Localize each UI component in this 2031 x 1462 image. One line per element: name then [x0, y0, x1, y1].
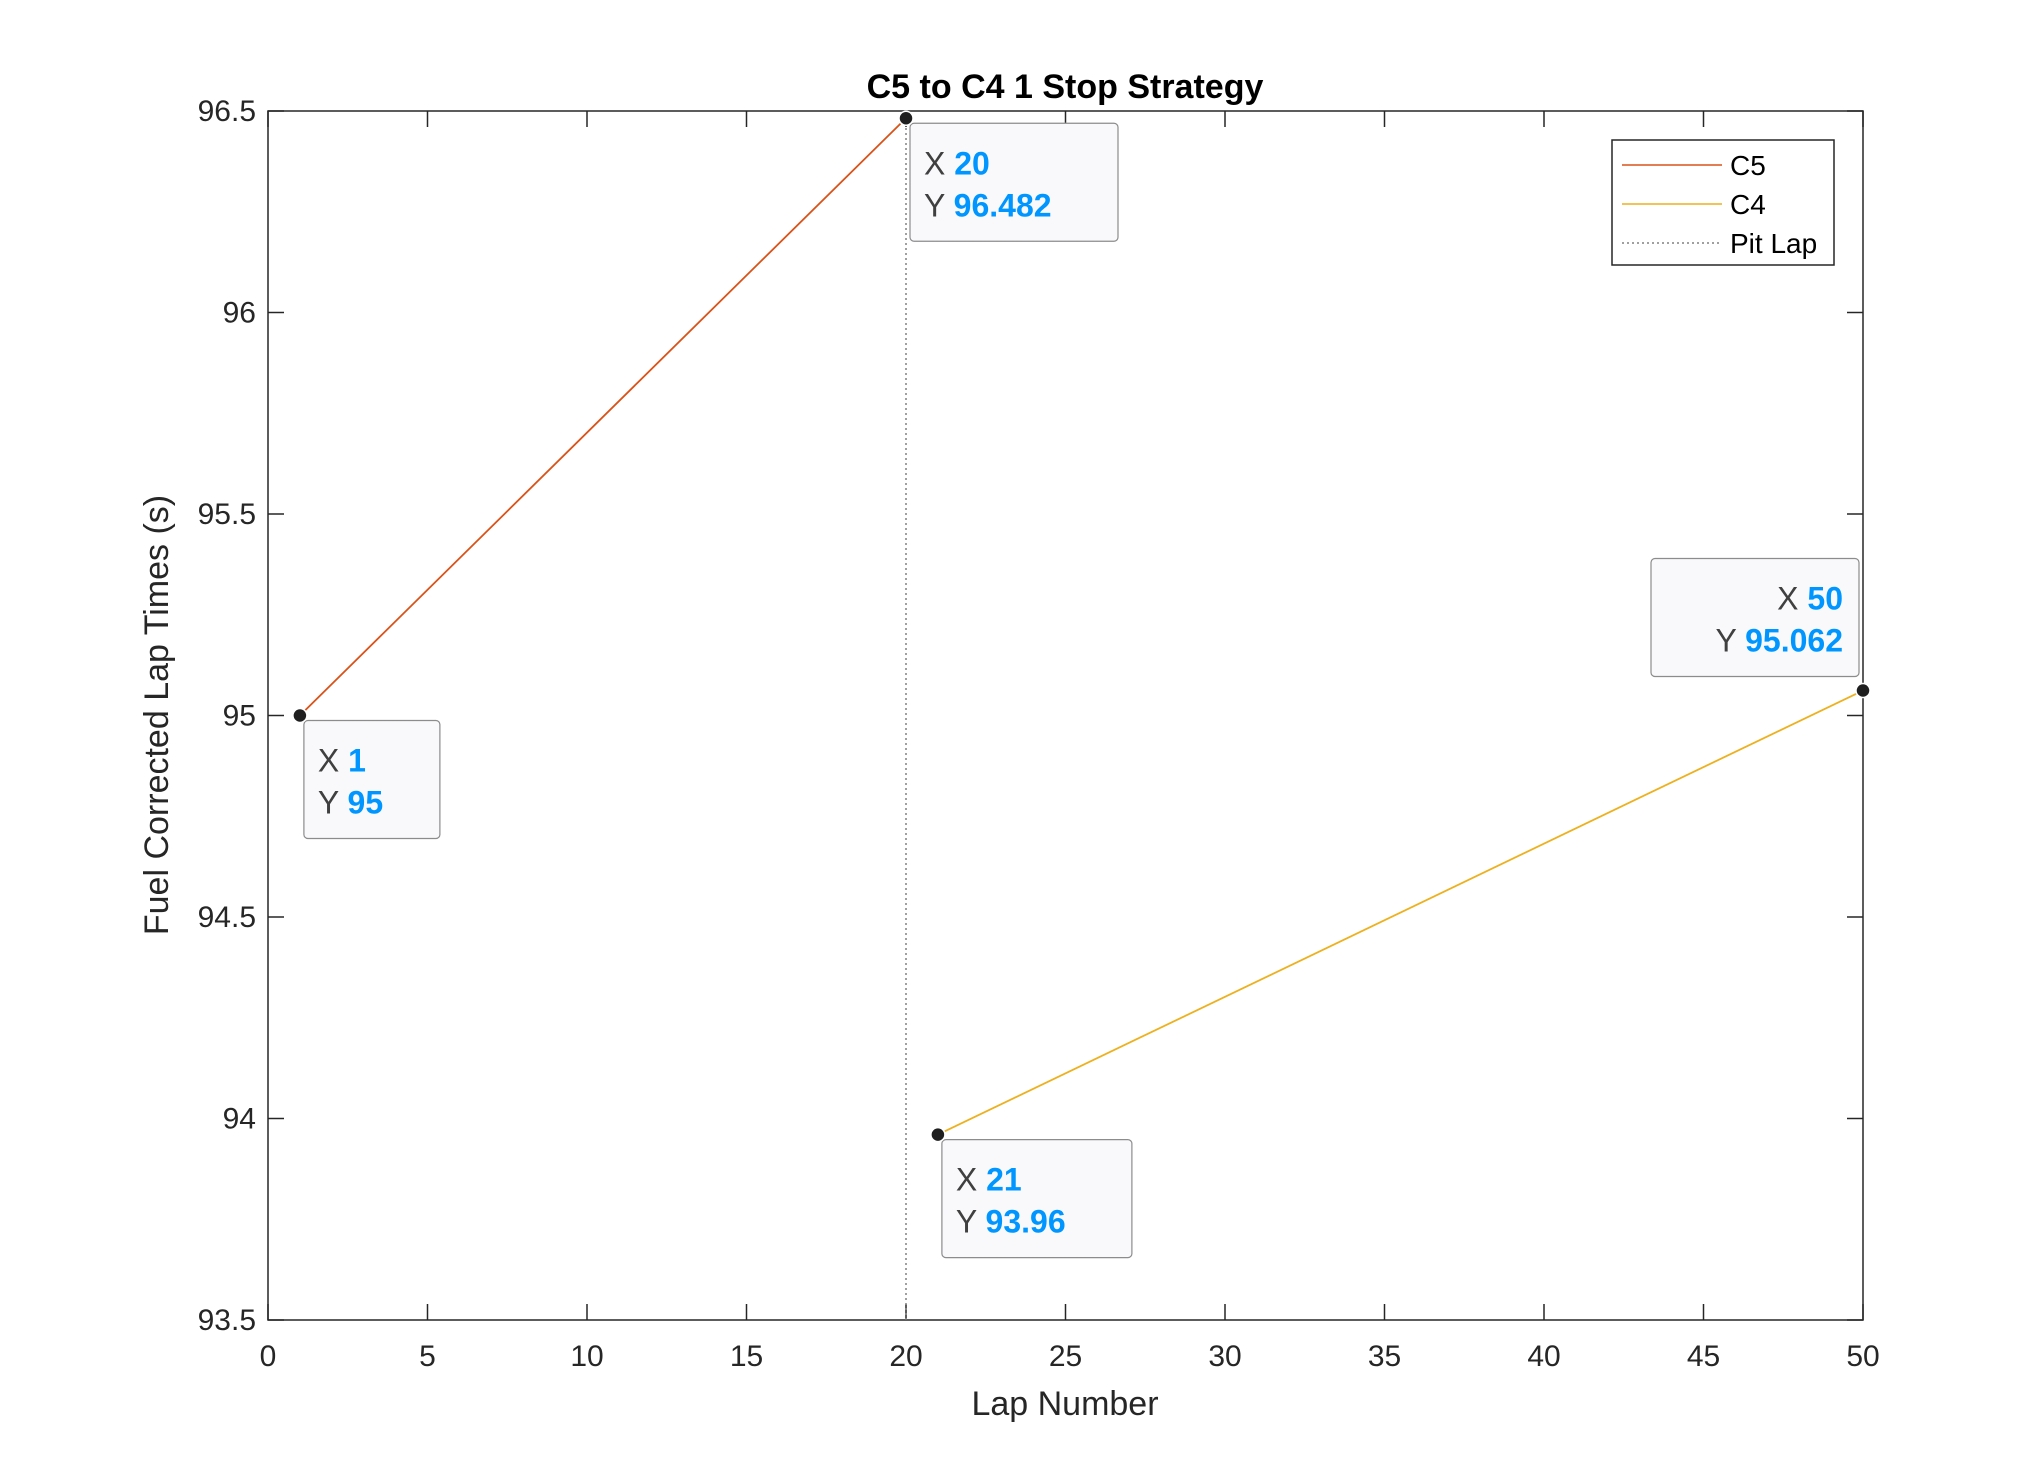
y-tick-label: 96.5: [198, 95, 256, 128]
datatip-y-readout: Y 95.062: [1715, 623, 1843, 659]
datatip-marker: [292, 707, 308, 724]
y-tick-label: 95.5: [198, 498, 256, 531]
legend-box: [1611, 139, 1835, 266]
chart-title: C5 to C4 1 Stop Strategy: [867, 68, 1264, 106]
datatip-box: [909, 122, 1119, 242]
x-tick-label: 40: [1527, 1340, 1560, 1373]
datatip-x-readout: X 21: [956, 1162, 1022, 1198]
datatip-layer: X 1 Y 95 X 20 Y 96.482 X 21 Y 93.96 X 50 Y 95.0…: [292, 110, 1871, 1259]
y-tick-label: 96: [223, 297, 256, 330]
datatip-box: [303, 719, 441, 840]
datatip: X 21 Y 93.96: [930, 1126, 1133, 1259]
x-tick-label: 15: [730, 1340, 763, 1373]
datatip: X 1 Y 95: [292, 707, 441, 840]
datatip-x-readout: X 1: [318, 743, 366, 779]
x-tick-label: 30: [1208, 1340, 1241, 1373]
x-tick-label: 35: [1368, 1340, 1401, 1373]
y-tick-label: 95: [223, 700, 256, 733]
datatip-y-readout: Y 93.96: [956, 1204, 1066, 1240]
datatip-marker: [930, 1126, 946, 1143]
y-axis-label: Fuel Corrected Lap Times (s): [138, 495, 176, 935]
x-tick-label: 5: [419, 1340, 436, 1373]
datatip-x-readout: X 50: [1777, 581, 1843, 617]
x-tick-label: 45: [1687, 1340, 1720, 1373]
datatip-marker: [898, 110, 914, 127]
x-tick-label: 20: [889, 1340, 922, 1373]
datatip-y-readout: Y 96.482: [924, 187, 1052, 223]
x-tick-label: 0: [260, 1340, 277, 1373]
legend-label-pit-lap: Pit Lap: [1730, 228, 1817, 259]
datatip-box: [1650, 557, 1860, 678]
y-tick-label: 93.5: [198, 1304, 256, 1337]
series-line-c4: [937, 689, 1864, 1136]
datatip-x-readout: X 20: [924, 145, 990, 181]
x-tick-label: 50: [1846, 1340, 1879, 1373]
plot-area: [267, 110, 1864, 1321]
series-line-c5: [299, 117, 907, 717]
x-axis-label: Lap Number: [971, 1385, 1158, 1423]
legend: C5 C4 Pit Lap: [1611, 139, 1835, 266]
datatip: X 20 Y 96.482: [898, 110, 1119, 242]
series-layer: [299, 111, 1864, 1320]
y-axis-ticks: 93.5 94 94.5 95 95.5 96 96.5: [198, 95, 1863, 1337]
legend-label-c5: C5: [1730, 150, 1766, 181]
y-tick-label: 94: [223, 1103, 256, 1136]
datatip-y-readout: Y 95: [318, 785, 383, 821]
x-tick-label: 25: [1049, 1340, 1082, 1373]
datatip: X 50 Y 95.062: [1650, 557, 1871, 699]
datatip-marker: [1855, 682, 1871, 699]
x-tick-label: 10: [570, 1340, 603, 1373]
legend-label-c4: C4: [1730, 189, 1766, 220]
datatip-box: [941, 1139, 1133, 1259]
y-tick-label: 94.5: [198, 901, 256, 934]
x-axis-ticks: 0 5 10 15 20 25 30 35 40 45 50: [260, 111, 1880, 1373]
